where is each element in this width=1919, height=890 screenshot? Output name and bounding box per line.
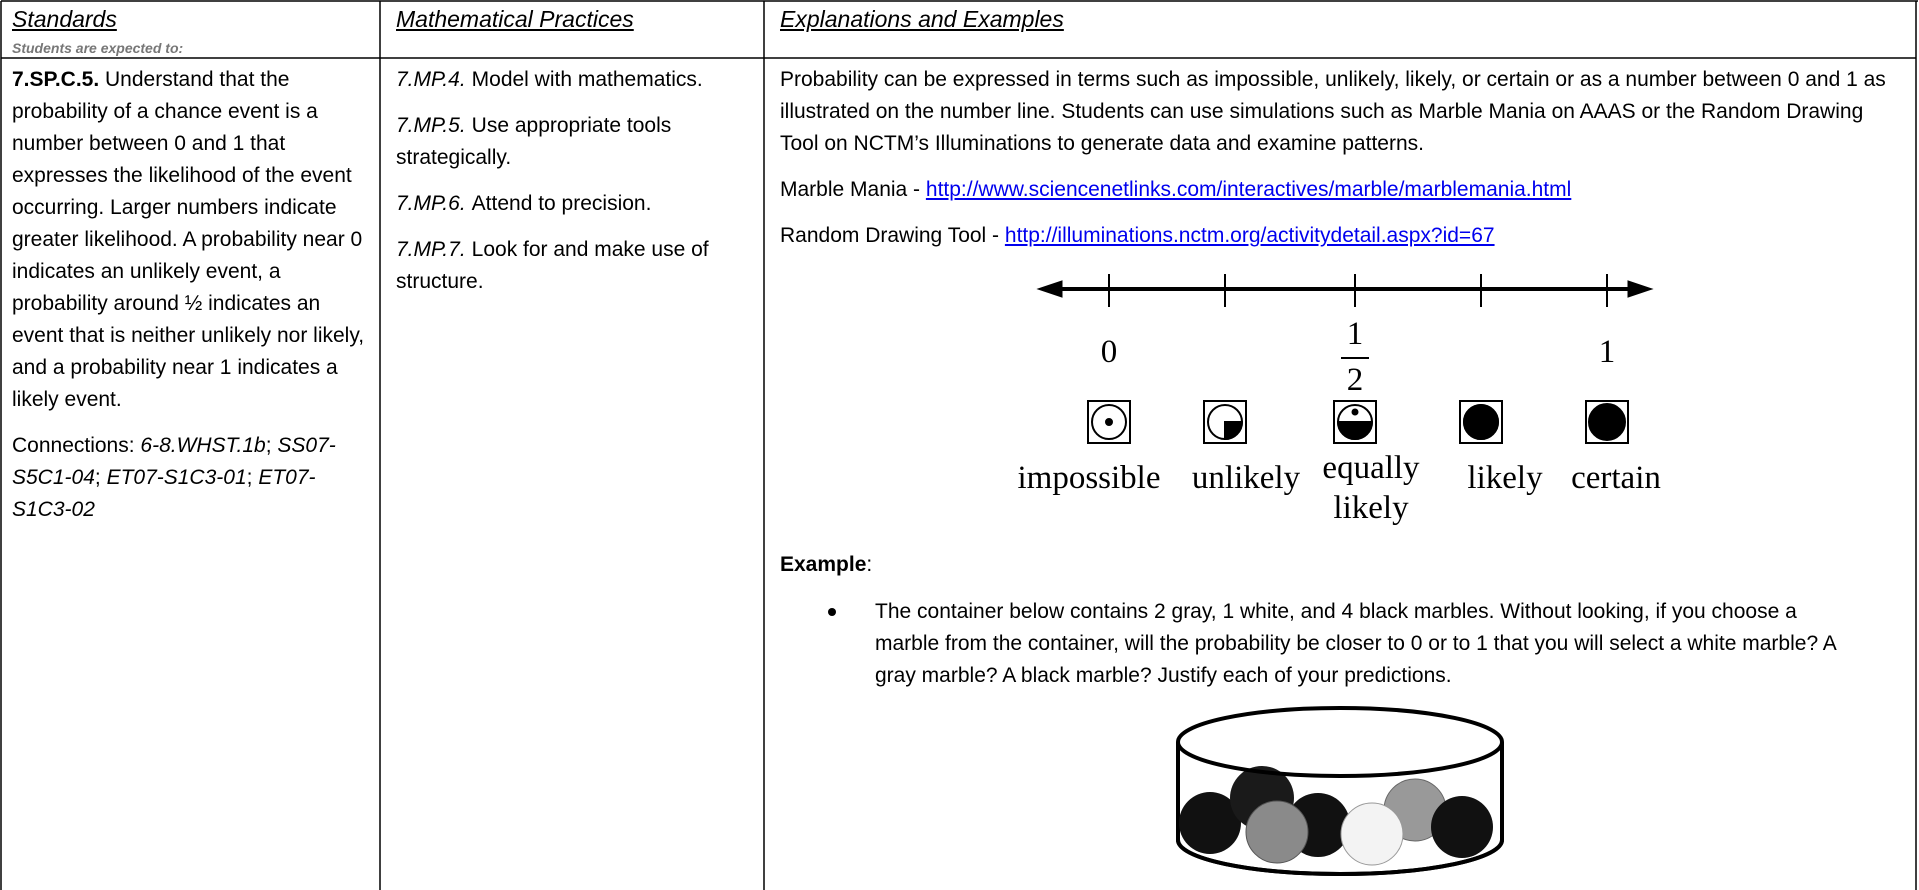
example-heading: Example: xyxy=(780,549,872,581)
connection: 6-8.WHST.1b xyxy=(140,434,266,457)
tick-label: 1 xyxy=(1598,334,1616,370)
event-label: certain xyxy=(1571,460,1661,496)
header: Explanations and Examples xyxy=(780,6,1064,32)
tick-label: 2 xyxy=(1346,362,1364,398)
practice-text: Model with mathematics. xyxy=(471,68,703,91)
tick-label: 1 xyxy=(1346,316,1364,352)
link-label: Marble Mania - xyxy=(780,178,926,201)
event-label: impossible xyxy=(1017,460,1161,496)
connections: Connections: 6-8.WHST.1b; SS07-S5C1-04; … xyxy=(12,430,370,526)
practice: 7.MP.7. Look for and make use of structur… xyxy=(396,234,748,298)
practice-text: Attend to precision. xyxy=(471,192,652,215)
connection: ET07-S1C3-02 xyxy=(12,466,316,521)
standard-text: Understand that the probability of a cha… xyxy=(12,68,365,411)
event-label: likely xyxy=(1333,490,1409,526)
marble-container xyxy=(1176,706,1504,876)
link-line: Random Drawing Tool - http://illuminatio… xyxy=(780,220,1905,252)
practice: 7.MP.4. Model with mathematics. xyxy=(396,64,748,96)
link[interactable]: http://www.sciencenetlinks.com/interacti… xyxy=(925,178,1572,201)
practice-code: 7.MP.6. xyxy=(396,192,466,215)
practice-code: 7.MP.4. xyxy=(396,68,466,91)
separator: ; xyxy=(246,466,259,489)
practice-text: Look for and make use of structure. xyxy=(396,238,709,293)
intro: Probability can be expressed in terms su… xyxy=(780,68,1886,155)
event-label: likely xyxy=(1467,460,1543,496)
header: Mathematical Practices xyxy=(396,6,634,32)
practice: 7.MP.6. Attend to precision. xyxy=(396,188,748,220)
number-line xyxy=(1036,274,1654,359)
practice-code: 7.MP.7. xyxy=(396,238,466,261)
header: Standards xyxy=(12,6,117,32)
example-bullet: The container below contains 2 gray, 1 w… xyxy=(875,600,1836,687)
event-label: unlikely xyxy=(1191,460,1301,496)
example-label: Example xyxy=(780,553,867,576)
standard-code: 7.SP.C.5. xyxy=(12,68,100,91)
link[interactable]: http://illuminations.nctm.org/activityde… xyxy=(1004,224,1495,247)
probability-icons xyxy=(1087,400,1629,444)
tick-label: 0 xyxy=(1100,334,1118,370)
explanations-cell: Probability can be expressed in terms su… xyxy=(780,64,1905,266)
practice-code: 7.MP.5. xyxy=(396,114,466,137)
bullet xyxy=(828,608,836,616)
link-line: Marble Mania - http://www.sciencenetlink… xyxy=(780,174,1905,206)
event-label: equally xyxy=(1322,450,1420,486)
connection: SS07-S5C1-04 xyxy=(12,434,336,489)
header-note: Students are expected to: xyxy=(12,40,184,56)
connection: ET07-S1C3-01 xyxy=(106,466,247,489)
standards-cell: 7.SP.C.5. Understand that the probabilit… xyxy=(12,64,370,540)
practice-text: Use appropriate tools strategically. xyxy=(396,114,672,169)
connections-label: Connections: xyxy=(12,434,141,457)
separator: ; xyxy=(265,434,278,457)
example-colon: : xyxy=(866,553,873,576)
practice: 7.MP.5. Use appropriate tools strategical… xyxy=(396,110,748,174)
link-label: Random Drawing Tool - xyxy=(780,224,1005,247)
separator: ; xyxy=(94,466,107,489)
practices-cell: 7.MP.4. Model with mathematics. 7.MP.5. Use… xyxy=(396,64,748,312)
